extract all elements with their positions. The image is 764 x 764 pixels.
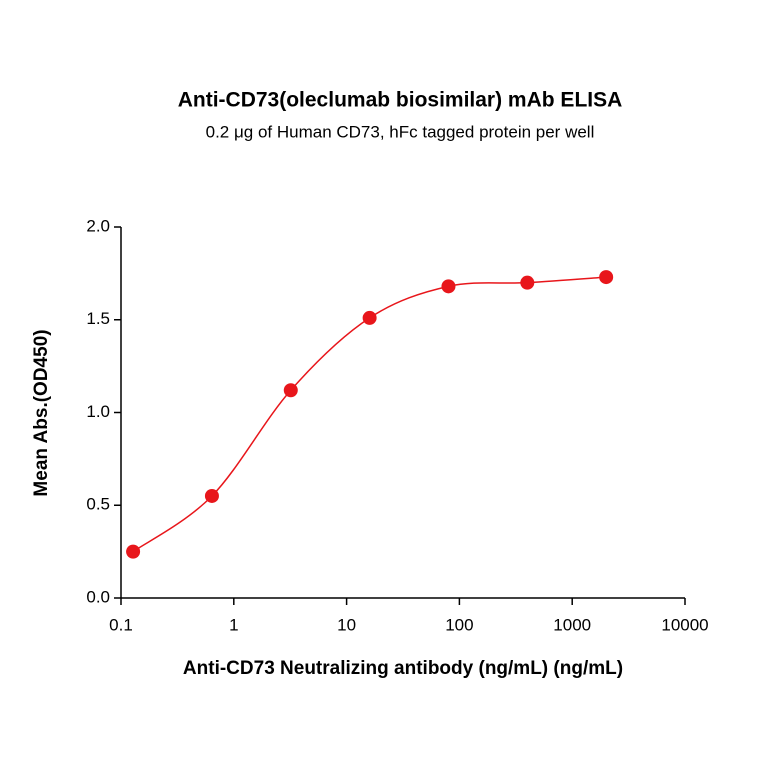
data-point bbox=[283, 383, 298, 398]
chart-title: Anti-CD73(oleclumab biosimilar) mAb ELIS… bbox=[178, 89, 623, 112]
x-axis-label: Anti-CD73 Neutralizing antibody (ng/mL) … bbox=[183, 658, 623, 679]
x-tick-label: 0.1 bbox=[109, 615, 133, 634]
data-point bbox=[126, 544, 141, 559]
data-point bbox=[520, 275, 535, 290]
x-tick-label: 1 bbox=[229, 615, 238, 634]
y-tick-label: 2.0 bbox=[86, 216, 110, 235]
x-tick-label: 100 bbox=[445, 615, 473, 634]
data-point bbox=[441, 279, 456, 294]
y-tick-label: 0.5 bbox=[86, 495, 110, 514]
y-axis-label: Mean Abs.(OD450) bbox=[31, 329, 52, 496]
data-point bbox=[599, 270, 614, 285]
data-point bbox=[362, 310, 377, 325]
y-tick-label: 1.0 bbox=[86, 402, 110, 421]
x-tick-label: 1000 bbox=[553, 615, 591, 634]
y-tick-label: 0.0 bbox=[86, 587, 110, 606]
x-tick-label: 10 bbox=[337, 615, 356, 634]
x-tick-label: 10000 bbox=[661, 615, 708, 634]
chart-subtitle: 0.2 μg of Human CD73, hFc tagged protein… bbox=[206, 122, 595, 141]
data-point bbox=[204, 488, 219, 503]
y-tick-label: 1.5 bbox=[86, 309, 110, 328]
